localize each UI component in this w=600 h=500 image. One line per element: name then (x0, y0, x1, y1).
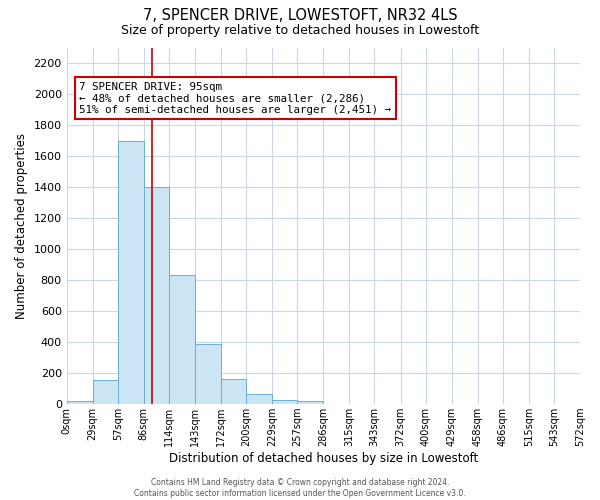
Bar (195, 344, 221, 404)
Text: Size of property relative to detached houses in Lowestoft: Size of property relative to detached ho… (121, 24, 479, 37)
Bar (144, 187, 169, 404)
Bar (221, 380, 246, 404)
Text: Contains HM Land Registry data © Crown copyright and database right 2024.
Contai: Contains HM Land Registry data © Crown c… (134, 478, 466, 498)
Bar (246, 394, 272, 404)
Bar (272, 400, 298, 404)
Bar (92, 380, 118, 404)
Text: 7, SPENCER DRIVE, LOWESTOFT, NR32 4LS: 7, SPENCER DRIVE, LOWESTOFT, NR32 4LS (143, 8, 457, 22)
Bar (169, 276, 195, 404)
Bar (298, 401, 323, 404)
Text: 7 SPENCER DRIVE: 95sqm
← 48% of detached houses are smaller (2,286)
51% of semi-: 7 SPENCER DRIVE: 95sqm ← 48% of detached… (79, 82, 391, 115)
Y-axis label: Number of detached properties: Number of detached properties (15, 133, 28, 319)
Bar (118, 140, 144, 404)
Bar (67, 401, 92, 404)
X-axis label: Distribution of detached houses by size in Lowestoft: Distribution of detached houses by size … (169, 452, 478, 465)
